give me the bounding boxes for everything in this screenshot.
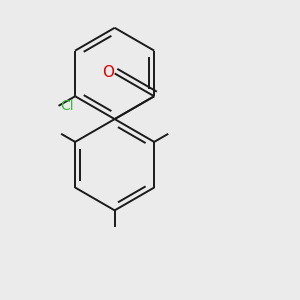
Text: O: O — [102, 65, 114, 80]
Text: Cl: Cl — [60, 99, 74, 113]
